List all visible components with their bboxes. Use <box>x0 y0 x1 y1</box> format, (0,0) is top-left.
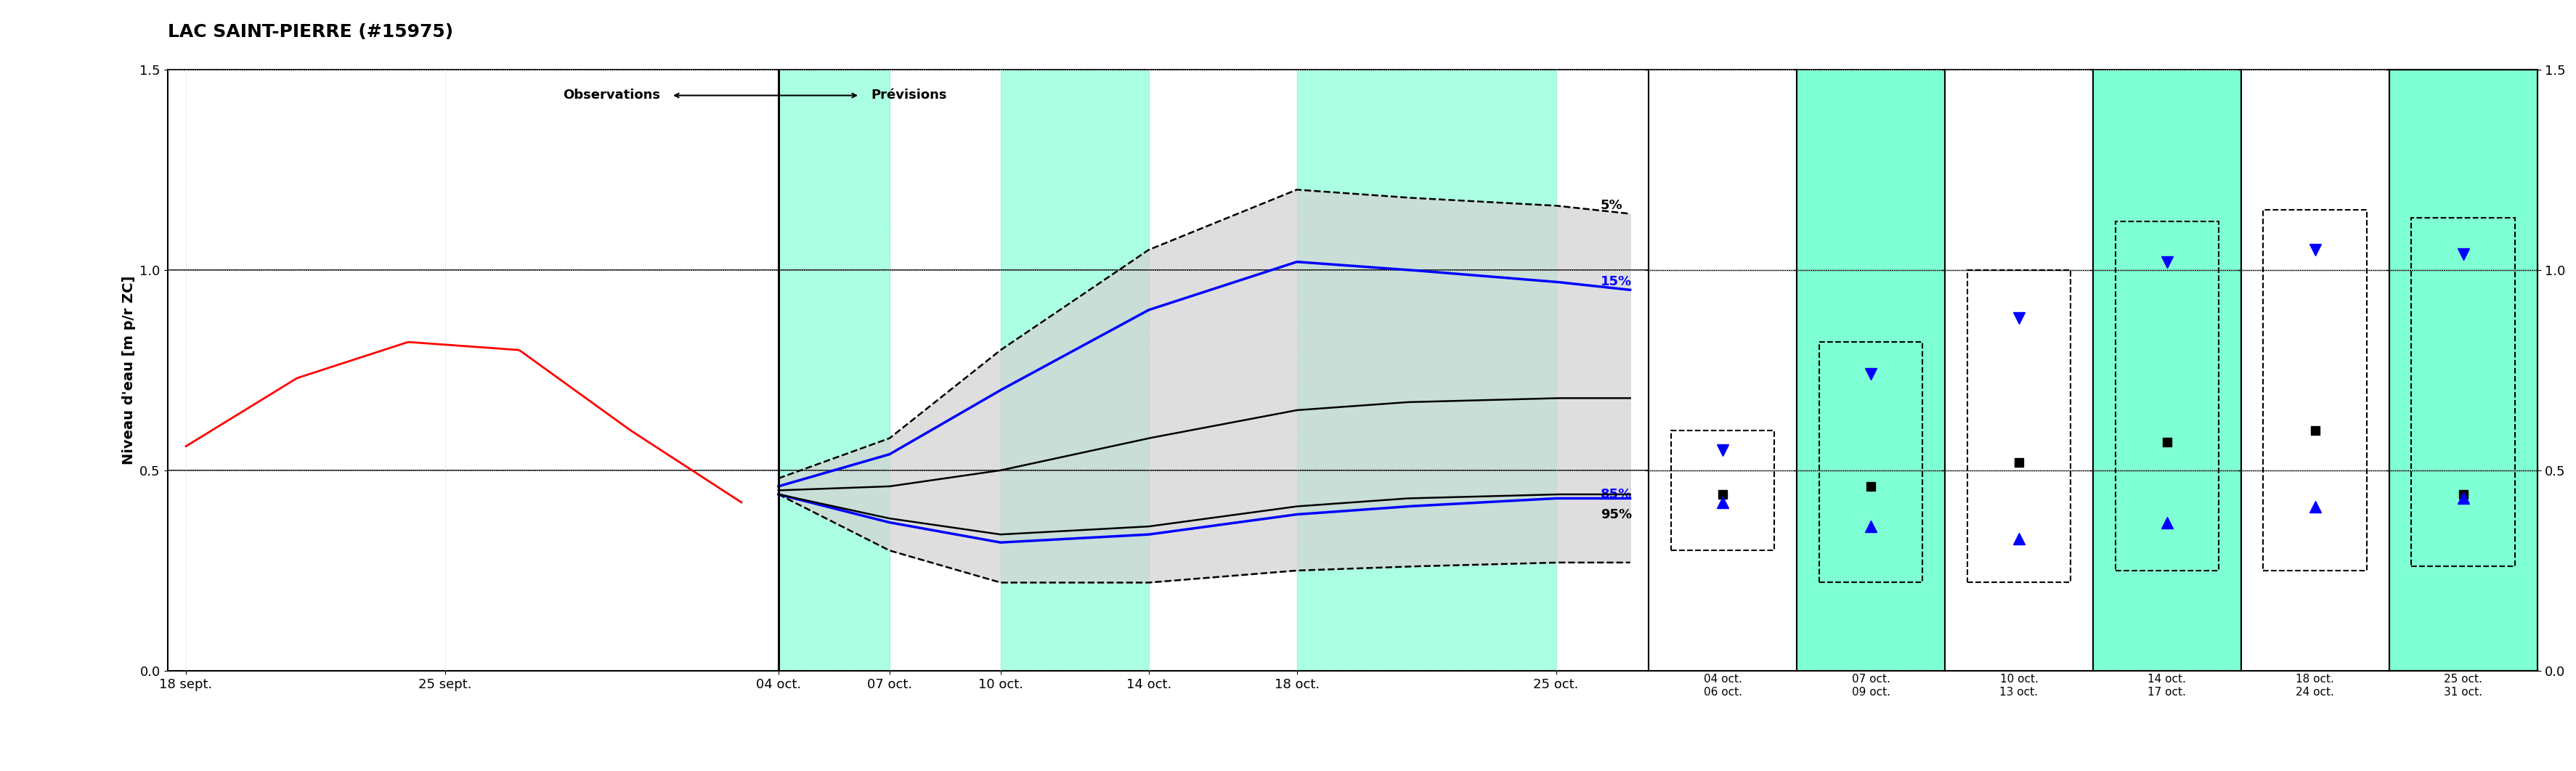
Bar <box>1819 342 1922 583</box>
Bar <box>778 69 889 671</box>
X-axis label: 07 oct.
09 oct.: 07 oct. 09 oct. <box>1852 674 1891 697</box>
Text: Observations: Observations <box>562 89 659 102</box>
Bar <box>2264 210 2367 571</box>
Y-axis label: Niveau d'eau [m p/r ZC]: Niveau d'eau [m p/r ZC] <box>121 275 137 465</box>
Bar <box>2411 217 2514 567</box>
Text: 95%: 95% <box>1600 508 1631 521</box>
Text: 15%: 15% <box>1600 275 1631 288</box>
X-axis label: 25 oct.
31 oct.: 25 oct. 31 oct. <box>2445 674 2483 697</box>
Text: 5%: 5% <box>1600 199 1623 212</box>
X-axis label: 18 oct.
24 oct.: 18 oct. 24 oct. <box>2295 674 2334 697</box>
Bar <box>1672 430 1775 550</box>
Bar <box>1968 270 2071 583</box>
Bar <box>1296 69 1556 671</box>
Bar <box>2115 222 2218 571</box>
X-axis label: 14 oct.
17 oct.: 14 oct. 17 oct. <box>2148 674 2187 697</box>
X-axis label: 10 oct.
13 oct.: 10 oct. 13 oct. <box>1999 674 2038 697</box>
Text: LAC SAINT-PIERRE (#15975): LAC SAINT-PIERRE (#15975) <box>167 23 453 41</box>
Text: 85%: 85% <box>1600 488 1633 501</box>
Text: Prévisions: Prévisions <box>871 89 948 102</box>
X-axis label: 04 oct.
06 oct.: 04 oct. 06 oct. <box>1703 674 1741 697</box>
Bar <box>999 69 1149 671</box>
